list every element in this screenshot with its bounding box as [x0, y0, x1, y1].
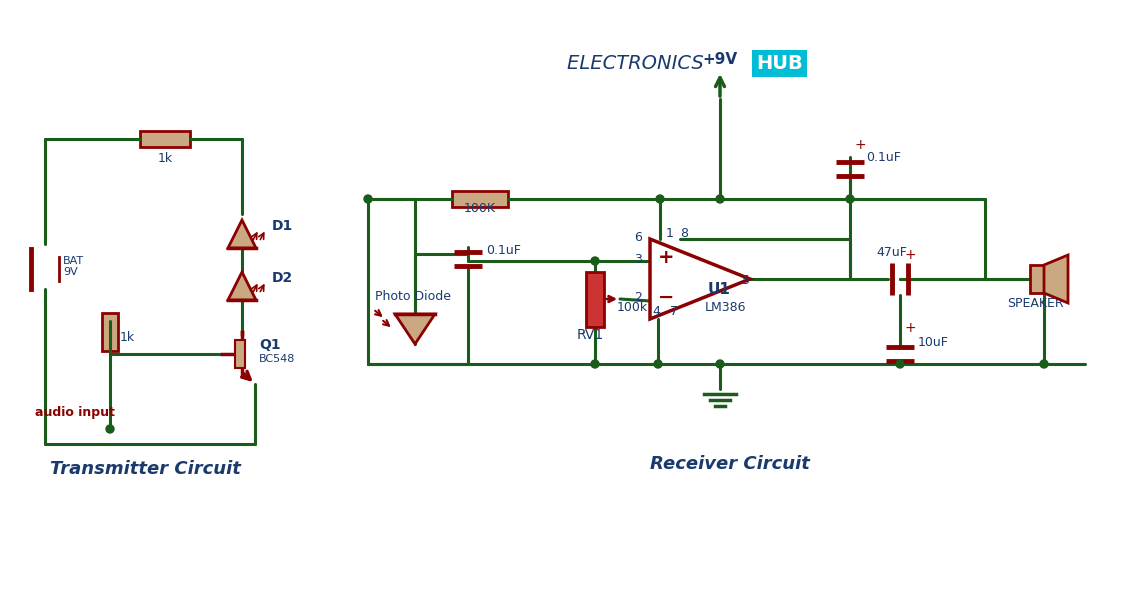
Text: 0.1uF: 0.1uF	[486, 244, 521, 257]
Text: 100k: 100k	[617, 301, 649, 314]
Text: 1k: 1k	[120, 331, 135, 344]
FancyBboxPatch shape	[452, 191, 508, 207]
Text: −: −	[658, 288, 675, 307]
Text: 0.1uF: 0.1uF	[866, 151, 901, 164]
Text: 100K: 100K	[464, 202, 496, 215]
Polygon shape	[1044, 255, 1067, 303]
Circle shape	[897, 360, 904, 368]
Circle shape	[1040, 360, 1048, 368]
Polygon shape	[228, 220, 256, 248]
Text: 3: 3	[634, 253, 642, 266]
Circle shape	[106, 425, 114, 433]
Text: LM386: LM386	[705, 301, 746, 314]
Text: U1: U1	[708, 282, 731, 297]
Text: +9V: +9V	[703, 52, 738, 67]
FancyBboxPatch shape	[235, 340, 245, 368]
Text: 1k: 1k	[157, 152, 172, 165]
FancyBboxPatch shape	[586, 271, 604, 326]
Text: +: +	[904, 248, 917, 262]
Text: HUB: HUB	[756, 54, 803, 73]
Text: 9V: 9V	[63, 267, 78, 277]
Circle shape	[654, 360, 662, 368]
Text: +: +	[854, 138, 866, 152]
Text: 8: 8	[680, 227, 688, 240]
Text: Photo Diode: Photo Diode	[375, 290, 451, 303]
Text: 47uF: 47uF	[876, 246, 908, 259]
Text: RV1: RV1	[576, 328, 603, 342]
Text: Receiver Circuit: Receiver Circuit	[650, 455, 809, 473]
Text: audio input: audio input	[35, 406, 115, 419]
Text: Q1: Q1	[259, 338, 281, 352]
Text: 1: 1	[666, 227, 674, 240]
Text: 5: 5	[741, 274, 751, 287]
FancyBboxPatch shape	[1030, 265, 1044, 293]
Text: ELECTRONICS: ELECTRONICS	[567, 54, 710, 73]
Text: 4: 4	[652, 305, 660, 318]
Text: 10uF: 10uF	[918, 336, 949, 349]
Circle shape	[657, 195, 664, 203]
FancyBboxPatch shape	[102, 313, 118, 351]
Polygon shape	[395, 314, 435, 344]
Text: D1: D1	[272, 219, 293, 233]
Circle shape	[846, 195, 854, 203]
Text: +: +	[904, 321, 916, 335]
Polygon shape	[228, 272, 256, 300]
Text: 7: 7	[670, 305, 678, 318]
Circle shape	[717, 360, 724, 368]
Text: BC548: BC548	[259, 354, 295, 364]
FancyBboxPatch shape	[140, 131, 190, 147]
Text: Transmitter Circuit: Transmitter Circuit	[50, 460, 240, 478]
Circle shape	[591, 360, 599, 368]
Text: 6: 6	[634, 231, 642, 244]
Circle shape	[717, 195, 724, 203]
Text: BAT: BAT	[63, 256, 84, 266]
Text: 2: 2	[634, 291, 642, 304]
Text: +: +	[658, 248, 675, 267]
Circle shape	[591, 257, 599, 265]
Polygon shape	[650, 239, 751, 319]
Text: SPEAKER: SPEAKER	[1006, 297, 1063, 310]
Text: D2: D2	[272, 271, 293, 285]
Circle shape	[365, 195, 372, 203]
